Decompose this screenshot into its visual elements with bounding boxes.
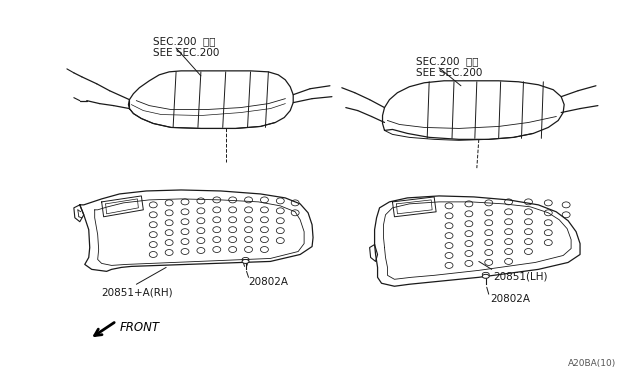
Text: SEC.200  参照: SEC.200 参照: [153, 36, 216, 46]
Text: 20851(LH): 20851(LH): [493, 271, 548, 281]
Text: SEC.200  参照: SEC.200 参照: [416, 56, 479, 66]
Text: SEE SEC.200: SEE SEC.200: [416, 68, 483, 78]
Text: FRONT: FRONT: [120, 321, 159, 334]
Text: 20802A: 20802A: [248, 277, 289, 287]
Ellipse shape: [242, 259, 249, 263]
Text: 20851+A(RH): 20851+A(RH): [102, 287, 173, 297]
Text: SEE SEC.200: SEE SEC.200: [153, 48, 220, 58]
Ellipse shape: [483, 274, 489, 278]
Text: A20BA(10): A20BA(10): [568, 359, 616, 368]
Text: 20802A: 20802A: [491, 294, 531, 304]
